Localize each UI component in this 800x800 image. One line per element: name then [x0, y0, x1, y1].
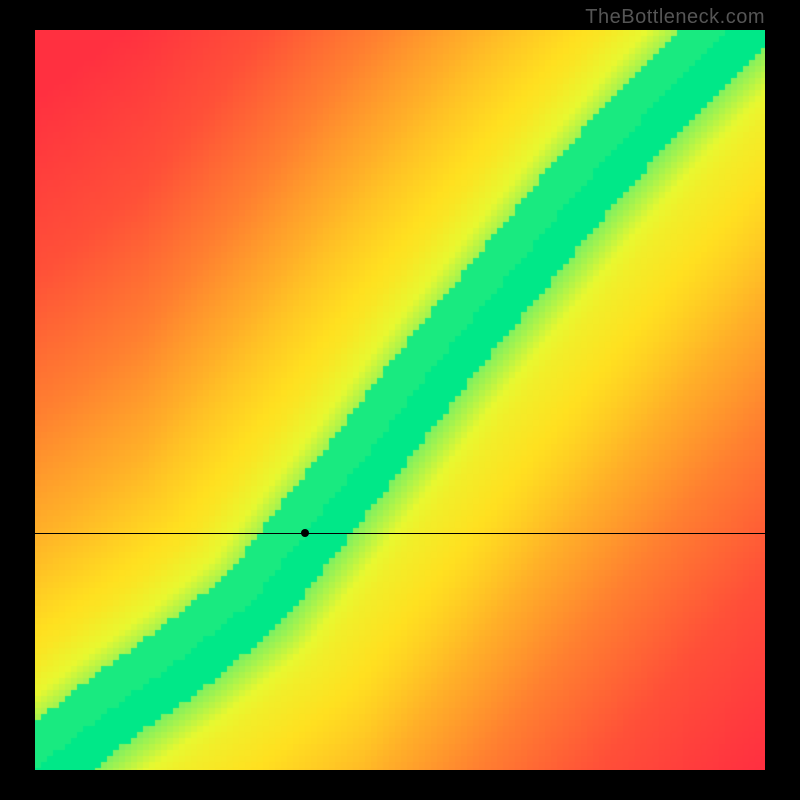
heatmap-canvas — [35, 30, 765, 770]
heatmap-plot — [35, 30, 765, 770]
crosshair-point — [301, 529, 309, 537]
crosshair-horizontal — [35, 533, 765, 534]
watermark-text: TheBottleneck.com — [585, 6, 765, 29]
